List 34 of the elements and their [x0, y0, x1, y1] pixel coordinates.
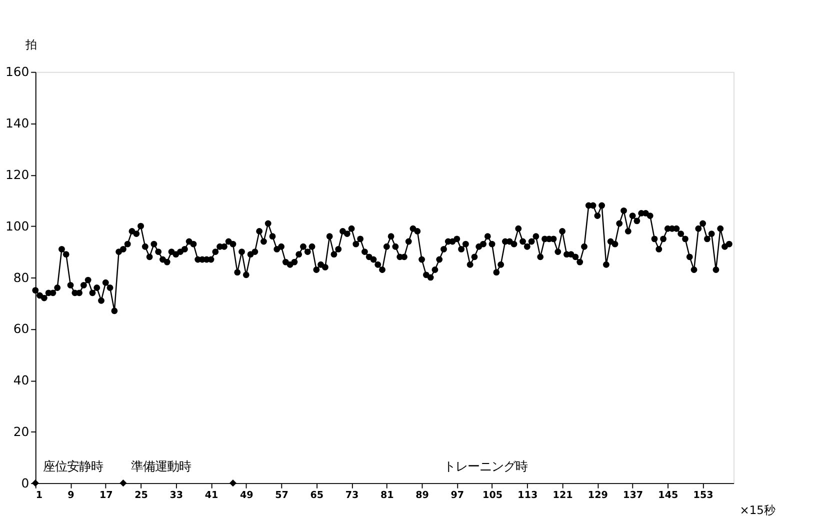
y-tick-label: 120 [5, 166, 30, 182]
x-tick-label: 49 [240, 490, 254, 501]
x-tick-label: 57 [275, 490, 288, 501]
x-tick-label: 121 [552, 490, 573, 501]
y-tick-label: 20 [13, 424, 30, 439]
annotation: 準備運動時 [130, 458, 191, 474]
x-tick-label: 1 [36, 490, 43, 501]
x-tick-label: 33 [170, 490, 184, 501]
x-tick-label: 97 [450, 490, 464, 501]
y-tick-label: 40 [13, 372, 30, 388]
x-tick-label: 81 [380, 490, 394, 501]
x-tick-label: 145 [658, 490, 678, 501]
x-axis-title: ×15秒 [740, 503, 775, 518]
x-tick-label: 113 [518, 490, 538, 501]
y-tick-label: 140 [5, 116, 30, 131]
annotation: トレーニング時 [443, 458, 528, 474]
x-tick-label: 89 [416, 490, 430, 501]
x-tick-label: 9 [68, 490, 75, 501]
y-tick-label: 160 [5, 64, 30, 80]
y-axis-title: 拍 [24, 37, 37, 52]
x-tick-label: 153 [693, 490, 714, 501]
x-tick-label: 25 [134, 490, 148, 501]
x-tick-label: 129 [588, 490, 608, 501]
y-tick-label: 0 [21, 475, 30, 490]
annotation: 座位安静時 [43, 458, 104, 474]
y-tick-label: 80 [13, 270, 30, 285]
y-tick-label: 100 [5, 218, 30, 234]
x-tick-label: 17 [99, 490, 113, 501]
x-tick-label: 41 [204, 490, 218, 501]
x-tick-label: 65 [310, 490, 324, 501]
x-tick-label: 73 [345, 490, 359, 501]
y-tick-label: 60 [13, 321, 30, 336]
x-tick-label: 137 [623, 490, 643, 501]
x-tick-label: 105 [482, 490, 502, 501]
